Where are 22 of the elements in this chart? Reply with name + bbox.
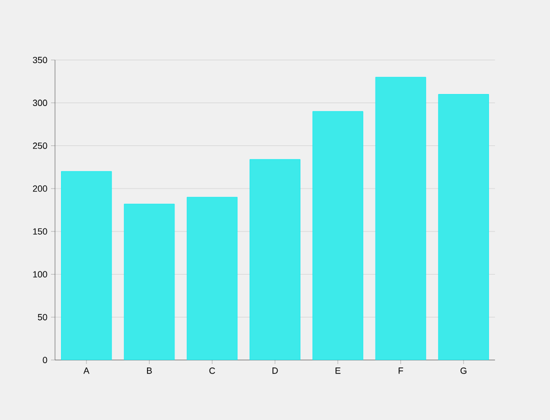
y-tick-label: 300 [32, 100, 48, 106]
y-tick-label: 150 [33, 228, 48, 235]
x-tick-label: G [460, 368, 466, 374]
bar [61, 171, 112, 360]
bar [250, 159, 300, 360]
y-tick-label: 200 [32, 185, 48, 192]
y-tick-label: 350 [32, 56, 48, 64]
bar [312, 111, 364, 360]
x-tick-label: B [147, 368, 152, 374]
x-tick-label: D [272, 368, 278, 374]
x-tick-label: C [209, 368, 216, 374]
bar [124, 204, 175, 360]
y-tick-label: 250 [32, 142, 48, 149]
x-tick-label: E [336, 368, 340, 374]
bar [438, 94, 489, 360]
x-tick-label: F [398, 368, 404, 374]
y-tick-label: 0 [42, 356, 48, 364]
y-tick-label: 100 [33, 271, 48, 278]
bar [186, 196, 238, 360]
bar [375, 76, 426, 360]
y-tick-label: 50 [38, 314, 48, 320]
x-tick-label: A [83, 368, 90, 374]
